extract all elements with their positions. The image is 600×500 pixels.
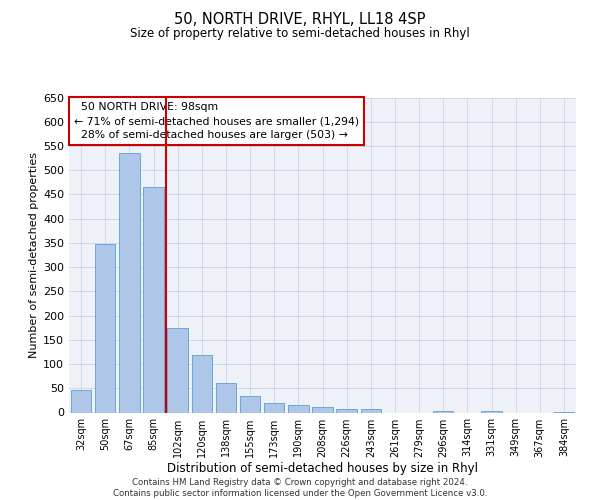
Bar [191, 356, 212, 412]
Bar [167, 328, 188, 412]
Text: Size of property relative to semi-detached houses in Rhyl: Size of property relative to semi-detach… [130, 28, 470, 40]
X-axis label: Distribution of semi-detached houses by size in Rhyl: Distribution of semi-detached houses by … [167, 462, 478, 475]
Bar [119, 153, 140, 412]
Y-axis label: Number of semi-detached properties: Number of semi-detached properties [29, 152, 39, 358]
Bar [337, 408, 357, 412]
Text: 50, NORTH DRIVE, RHYL, LL18 4SP: 50, NORTH DRIVE, RHYL, LL18 4SP [174, 12, 426, 28]
Bar [71, 390, 91, 412]
Bar [481, 411, 502, 412]
Text: 50 NORTH DRIVE: 98sqm
← 71% of semi-detached houses are smaller (1,294)
  28% of: 50 NORTH DRIVE: 98sqm ← 71% of semi-deta… [74, 102, 359, 140]
Bar [312, 406, 333, 412]
Text: Contains HM Land Registry data © Crown copyright and database right 2024.
Contai: Contains HM Land Registry data © Crown c… [113, 478, 487, 498]
Bar [95, 244, 115, 412]
Bar [240, 396, 260, 412]
Bar [215, 384, 236, 412]
Bar [361, 409, 381, 412]
Bar [264, 403, 284, 412]
Bar [143, 187, 164, 412]
Bar [433, 410, 454, 412]
Bar [288, 405, 308, 412]
